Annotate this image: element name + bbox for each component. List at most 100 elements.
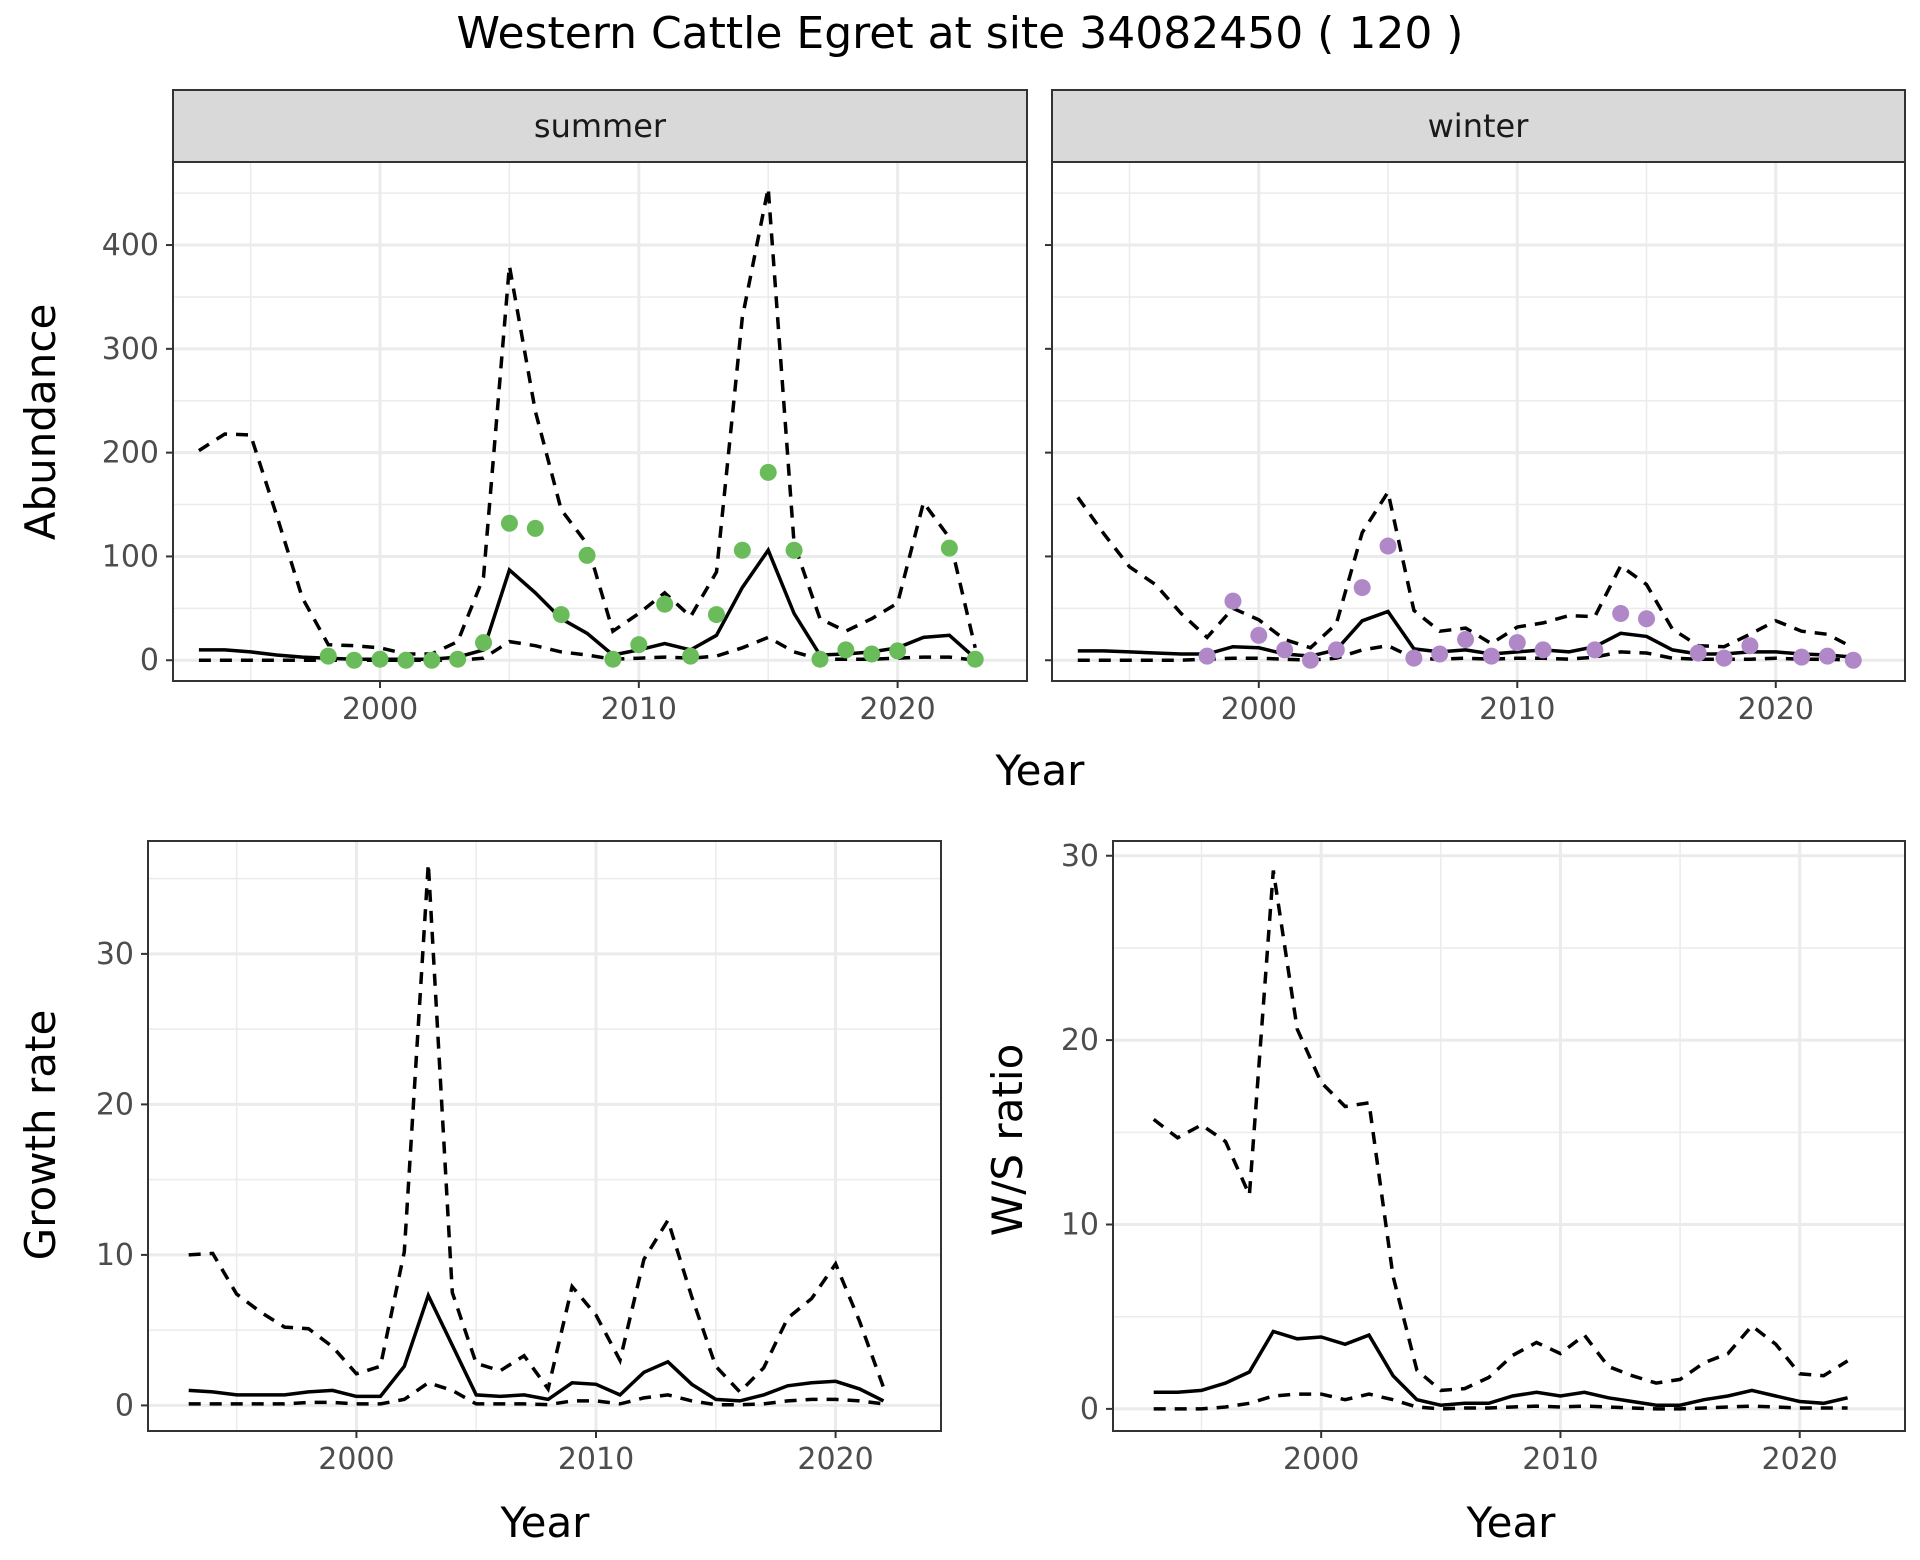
- panel-border: [1112, 840, 1906, 1432]
- y-tick-label: 400: [102, 228, 159, 263]
- panel-border: [1051, 161, 1906, 682]
- y-axis-title-ratio: W/S ratio: [983, 1044, 1032, 1237]
- series-upper-ci: [1152, 870, 1849, 1393]
- x-tick-label: 2010: [1479, 692, 1555, 727]
- series-lower-ci: [1153, 1392, 1848, 1411]
- count-point: [1612, 605, 1630, 623]
- count-point: [1534, 641, 1552, 659]
- count-point: [1818, 647, 1836, 665]
- count-point: [966, 650, 984, 668]
- x-tick-label: 2000: [318, 1442, 394, 1477]
- plot-area-summer: 2000 2010 2020 0 100 200 300 400: [102, 161, 1028, 727]
- count-point: [707, 606, 725, 624]
- y-axis-title-growth: Growth rate: [16, 1010, 65, 1261]
- count-point: [1715, 649, 1733, 667]
- count-point: [1250, 626, 1268, 644]
- y-tick-label: 30: [1061, 839, 1099, 874]
- y-tick-label: 300: [102, 332, 159, 367]
- count-point: [1198, 647, 1216, 665]
- count-point: [733, 541, 751, 559]
- y-tick-label: 10: [1061, 1208, 1099, 1243]
- count-point: [1431, 645, 1449, 663]
- count-point: [423, 651, 441, 669]
- y-tick-label: 20: [96, 1087, 134, 1122]
- count-point: [630, 636, 648, 654]
- count-point: [889, 642, 907, 660]
- count-point: [682, 647, 700, 665]
- series-upper-ci: [1076, 487, 1855, 650]
- x-tick-label: 2010: [1522, 1442, 1598, 1477]
- x-tick-label: 2000: [1283, 1442, 1359, 1477]
- x-tick-label: 2000: [1221, 692, 1297, 727]
- y-tick-label: 20: [1061, 1023, 1099, 1058]
- count-point: [1741, 637, 1759, 655]
- x-axis-title-ratio: Year: [1466, 1498, 1557, 1547]
- count-point: [1586, 641, 1604, 659]
- series-estimate: [188, 1290, 885, 1403]
- count-point: [940, 539, 958, 557]
- count-point: [863, 645, 881, 663]
- count-point: [656, 595, 674, 613]
- plot-area-ratio: 2000 2010 2020 0 10 20 30: [1061, 839, 1906, 1477]
- y-tick-label: 200: [102, 436, 159, 471]
- count-point: [759, 463, 777, 481]
- series-estimate: [198, 546, 977, 661]
- count-point: [785, 541, 803, 559]
- y-tick-label: 30: [96, 937, 134, 972]
- count-point: [1638, 610, 1656, 628]
- x-tick-label: 2010: [558, 1442, 634, 1477]
- figure-title: Western Cattle Egret at site 34082450 ( …: [457, 8, 1464, 59]
- count-point: [1405, 649, 1423, 667]
- count-point: [449, 650, 467, 668]
- panel-growth: 2000 2010 2020 0 10 20 30: [96, 840, 942, 1477]
- plot-area-winter: 2000 2010 2020: [1045, 161, 1906, 727]
- strip-summer: [172, 89, 1028, 163]
- y-tick-label: 100: [102, 539, 159, 574]
- x-tick-label: 2020: [797, 1442, 873, 1477]
- y-tick-label: 0: [115, 1388, 134, 1423]
- count-point: [1689, 644, 1707, 662]
- series-estimate: [1153, 1329, 1848, 1407]
- x-tick-label: 2020: [859, 692, 935, 727]
- count-point: [1276, 641, 1294, 659]
- count-point: [526, 519, 544, 537]
- count-point: [837, 641, 855, 659]
- x-axis-title-top: Year: [995, 746, 1086, 795]
- series-upper-ci: [197, 187, 977, 656]
- count-point: [319, 647, 337, 665]
- count-point: [1844, 651, 1862, 669]
- count-point: [552, 606, 570, 624]
- series-lower-ci: [188, 1380, 884, 1407]
- count-point: [604, 650, 622, 668]
- y-tick-label: 0: [1080, 1392, 1099, 1427]
- count-point: [1301, 651, 1319, 669]
- count-point: [811, 650, 829, 668]
- count-point: [1457, 630, 1475, 648]
- count-point: [371, 650, 389, 668]
- panel-winter: winter 2000 2010 2020: [1045, 89, 1906, 727]
- count-point: [1793, 648, 1811, 666]
- y-tick-label: 0: [140, 643, 159, 678]
- count-point: [500, 514, 518, 532]
- count-point: [1353, 579, 1371, 597]
- strip-winter: [1051, 89, 1906, 163]
- panel-border: [147, 840, 942, 1432]
- x-tick-label: 2020: [1762, 1442, 1838, 1477]
- strip-label-summer: summer: [534, 107, 667, 145]
- x-tick-label: 2010: [601, 692, 677, 727]
- x-tick-label: 2020: [1738, 692, 1814, 727]
- count-point: [1379, 537, 1397, 555]
- series-upper-ci: [188, 863, 886, 1395]
- x-axis-title-growth: Year: [500, 1498, 591, 1547]
- plot-area-growth: 2000 2010 2020 0 10 20 30: [96, 840, 942, 1477]
- x-tick-label: 2000: [342, 692, 418, 727]
- count-point: [345, 651, 363, 669]
- panel-ratio: 2000 2010 2020 0 10 20 30: [1061, 839, 1906, 1477]
- count-point: [1508, 634, 1526, 652]
- count-point: [1224, 592, 1242, 610]
- count-point: [1327, 641, 1345, 659]
- y-axis-title-abundance: Abundance: [16, 304, 65, 541]
- count-point: [475, 634, 493, 652]
- count-point: [578, 546, 596, 564]
